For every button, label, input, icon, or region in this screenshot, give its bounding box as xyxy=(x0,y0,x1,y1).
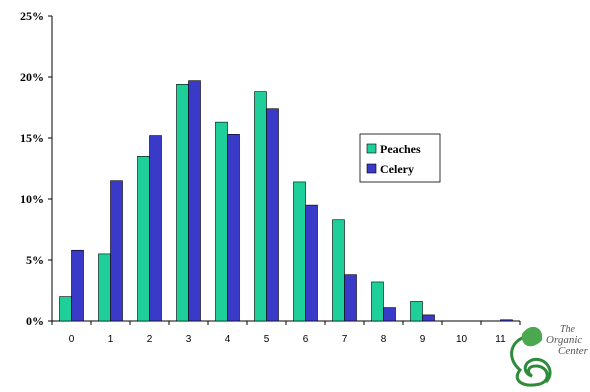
x-tick-label: 2 xyxy=(147,334,153,345)
bar-peaches xyxy=(410,301,423,322)
bar-celery xyxy=(305,204,318,322)
y-tick-label: 25% xyxy=(20,9,44,23)
bar-celery xyxy=(422,314,435,322)
y-tick-label: 20% xyxy=(20,70,44,84)
bar-peaches xyxy=(293,181,306,322)
legend-label-celery: Celery xyxy=(380,162,414,176)
y-tick-label: 0% xyxy=(26,314,44,328)
bar-peaches xyxy=(137,156,150,322)
bar-peaches xyxy=(176,84,189,322)
x-tick-label: 6 xyxy=(303,334,309,345)
legend-swatch-peaches xyxy=(366,143,377,154)
legend-label-peaches: Peaches xyxy=(380,142,421,156)
x-tick-label: 9 xyxy=(420,334,426,345)
x-tick-label: 0 xyxy=(69,334,75,345)
bar-celery xyxy=(110,180,123,322)
x-tick-label: 5 xyxy=(264,334,270,345)
y-tick-label: 5% xyxy=(26,253,44,267)
y-tick-label: 15% xyxy=(20,131,44,145)
logo-leaf-icon xyxy=(510,334,552,387)
bar-celery xyxy=(383,307,396,322)
bar-celery xyxy=(227,134,240,322)
bar-peaches xyxy=(59,296,72,322)
x-tick-label: 7 xyxy=(342,334,348,345)
bar-peaches xyxy=(371,281,384,322)
legend-box xyxy=(359,133,441,183)
bar-celery xyxy=(188,80,201,322)
bar-celery xyxy=(500,319,513,322)
bar-celery xyxy=(71,249,84,322)
bar-celery xyxy=(266,108,279,322)
plot-area: 0% 5% 10% 15% 20% 25% 0 1 2 3 4 5 6 7 8 9 10 11 xyxy=(20,9,521,345)
logo-line3: Center xyxy=(558,345,589,357)
organic-center-logo: The Organic Center xyxy=(510,324,589,387)
legend-swatch-celery xyxy=(366,163,377,174)
x-tick-label: 10 xyxy=(456,334,468,345)
bar-peaches xyxy=(98,253,111,322)
bar-peaches xyxy=(254,91,267,322)
bar-celery xyxy=(344,274,357,322)
x-tick-label: 4 xyxy=(225,334,231,345)
x-tick-label: 1 xyxy=(108,334,114,345)
legend: Peaches Celery xyxy=(359,133,441,183)
logo-line1: The xyxy=(560,324,576,335)
x-tick-label: 3 xyxy=(186,334,192,345)
x-tick-label: 8 xyxy=(381,334,387,345)
logo-line2: Organic xyxy=(546,334,582,346)
logo-leaf-shape xyxy=(521,326,543,347)
y-tick-label: 10% xyxy=(20,192,44,206)
bar-peaches xyxy=(332,219,345,322)
bar-peaches xyxy=(215,121,228,322)
bar-celery xyxy=(149,135,162,322)
x-tick-label: 11 xyxy=(495,334,506,345)
